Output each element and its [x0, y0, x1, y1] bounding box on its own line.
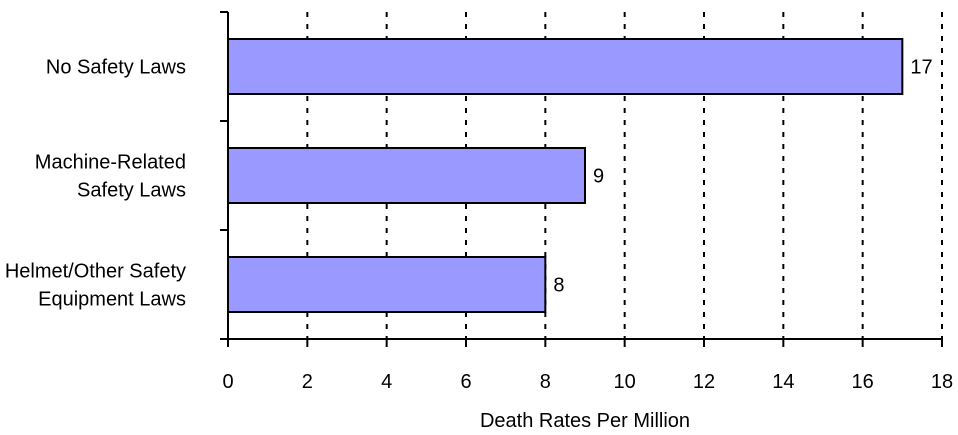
x-tick-label: 6 — [460, 371, 471, 393]
bar — [227, 256, 547, 313]
x-axis-label: Death Rates Per Million — [480, 410, 690, 432]
category-label: Helmet/Other Safety — [5, 261, 186, 283]
bar — [227, 147, 586, 204]
category-label: Machine-Related — [35, 152, 186, 174]
x-tick-label: 16 — [852, 371, 874, 393]
bar — [227, 38, 904, 95]
category-label: Safety Laws — [77, 180, 186, 202]
labels: 17 No Safety Laws 9 Machine-Related Safety L… — [5, 57, 953, 394]
axes — [220, 11, 943, 347]
bars — [227, 38, 904, 313]
category-label: Equipment Laws — [38, 289, 186, 311]
data-label: 9 — [593, 166, 604, 188]
x-tick-label: 2 — [302, 371, 313, 393]
x-tick-label: 18 — [931, 371, 953, 393]
data-label: 8 — [553, 275, 564, 297]
x-tick-label: 12 — [693, 371, 715, 393]
x-tick-label: 4 — [381, 371, 392, 393]
x-tick-label: 10 — [614, 371, 636, 393]
x-tick-label: 0 — [222, 371, 233, 393]
x-tick-label: 14 — [772, 371, 794, 393]
x-tick-label: 8 — [540, 371, 551, 393]
category-label: No Safety Laws — [46, 57, 186, 79]
data-label: 17 — [910, 57, 932, 79]
